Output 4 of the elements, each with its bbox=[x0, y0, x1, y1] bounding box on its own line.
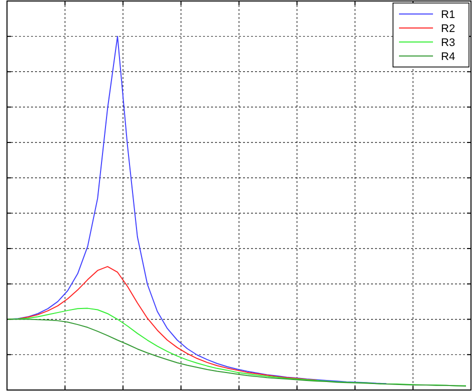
legend-label: R2 bbox=[441, 23, 456, 35]
legend-label: R3 bbox=[441, 37, 456, 49]
legend-label: R1 bbox=[441, 9, 456, 21]
legend-label: R4 bbox=[441, 51, 456, 63]
